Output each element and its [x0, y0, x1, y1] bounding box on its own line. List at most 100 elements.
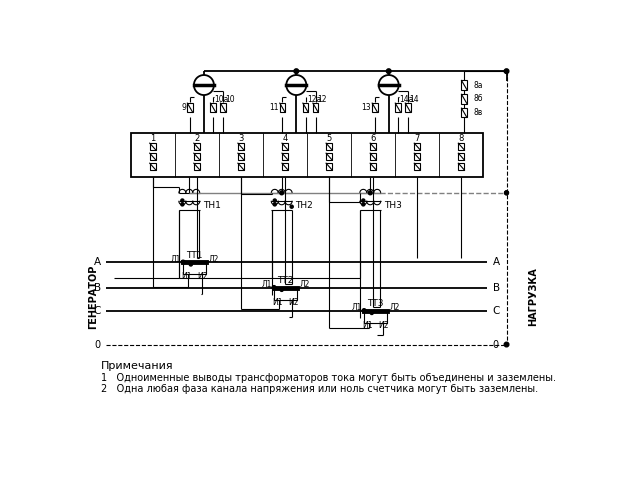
Bar — [458, 163, 465, 170]
Text: 6: 6 — [371, 134, 376, 143]
Bar — [370, 153, 376, 160]
Text: 10а: 10а — [215, 95, 229, 104]
Text: 1   Одноименные выводы трансформаторов тока могут быть объединены и заземлены.: 1 Одноименные выводы трансформаторов ток… — [101, 373, 556, 383]
Bar — [364, 311, 387, 323]
Text: Л2: Л2 — [299, 280, 310, 289]
Bar — [274, 287, 297, 300]
Bar — [461, 108, 467, 117]
Text: B: B — [492, 283, 500, 292]
Text: И2: И2 — [378, 321, 389, 330]
Bar — [220, 103, 226, 112]
Bar — [194, 143, 200, 150]
Text: 3: 3 — [238, 134, 243, 143]
Circle shape — [280, 288, 283, 291]
Circle shape — [370, 311, 373, 315]
Bar — [461, 80, 467, 90]
Text: 11: 11 — [269, 103, 279, 112]
Text: 9: 9 — [181, 103, 186, 112]
Bar — [326, 143, 332, 150]
Bar — [414, 153, 420, 160]
Bar — [194, 163, 200, 170]
Text: 8б: 8б — [473, 94, 483, 104]
Text: 8: 8 — [459, 134, 464, 143]
Text: Л1: Л1 — [170, 255, 181, 264]
Text: 12а: 12а — [307, 95, 321, 104]
Bar — [211, 103, 216, 112]
Text: A: A — [94, 257, 101, 267]
Circle shape — [189, 263, 193, 266]
Text: И2: И2 — [288, 298, 299, 307]
Circle shape — [362, 203, 365, 206]
Text: Примечания: Примечания — [101, 361, 173, 371]
Text: 1: 1 — [150, 134, 155, 143]
Circle shape — [362, 309, 366, 313]
Bar — [238, 143, 244, 150]
Bar — [280, 103, 285, 112]
Text: 8в: 8в — [473, 108, 483, 117]
Text: ТТ1: ТТ1 — [186, 251, 203, 260]
Bar — [313, 103, 318, 112]
Bar — [282, 143, 288, 150]
Text: C: C — [93, 305, 101, 316]
Circle shape — [290, 205, 293, 208]
Text: 10: 10 — [225, 95, 234, 104]
Text: A: A — [492, 257, 500, 267]
Text: 14а: 14а — [399, 95, 414, 104]
Circle shape — [181, 199, 184, 202]
Bar — [238, 153, 244, 160]
Bar — [458, 153, 465, 160]
Bar — [303, 103, 308, 112]
Text: 2   Одна любая фаза канала напряжения или ноль счетчика могут быть заземлены.: 2 Одна любая фаза канала напряжения или … — [101, 384, 538, 394]
Bar — [150, 163, 156, 170]
Circle shape — [181, 203, 184, 206]
Text: Л2: Л2 — [389, 303, 400, 312]
Text: ТТ3: ТТ3 — [368, 299, 384, 308]
Text: B: B — [94, 283, 101, 292]
Circle shape — [280, 191, 284, 195]
Text: 0: 0 — [94, 339, 101, 349]
Text: 4: 4 — [283, 134, 288, 143]
Bar — [461, 94, 467, 104]
Text: Л1: Л1 — [351, 303, 362, 312]
Bar — [370, 143, 376, 150]
Bar — [326, 153, 332, 160]
Text: 14: 14 — [409, 95, 419, 104]
Text: И2: И2 — [197, 272, 207, 281]
Text: И1: И1 — [363, 321, 373, 330]
Text: ТН1: ТН1 — [203, 201, 221, 210]
Circle shape — [504, 69, 509, 74]
Bar — [406, 103, 410, 112]
Text: C: C — [492, 305, 500, 316]
Text: ГЕНЕРАТОР: ГЕНЕРАТОР — [88, 265, 98, 329]
Circle shape — [273, 199, 276, 202]
Text: Л1: Л1 — [261, 280, 271, 289]
Text: ТТ2: ТТ2 — [278, 276, 294, 285]
Circle shape — [272, 286, 276, 289]
Bar — [238, 163, 244, 170]
Text: НАГРУЗКА: НАГРУЗКА — [528, 267, 538, 326]
Text: Л2: Л2 — [209, 255, 219, 264]
Bar — [150, 143, 156, 150]
Bar — [131, 133, 483, 178]
Text: 5: 5 — [327, 134, 332, 143]
Circle shape — [505, 191, 509, 195]
Text: ТН2: ТН2 — [296, 201, 314, 210]
Circle shape — [181, 260, 185, 264]
Bar — [282, 153, 288, 160]
Bar — [458, 143, 465, 150]
Circle shape — [368, 191, 372, 195]
Text: 7: 7 — [415, 134, 420, 143]
Bar — [188, 103, 193, 112]
Circle shape — [362, 199, 365, 202]
Bar — [414, 143, 420, 150]
Circle shape — [294, 69, 299, 74]
Text: И1: И1 — [182, 272, 193, 281]
Text: 0: 0 — [492, 339, 499, 349]
Bar — [370, 163, 376, 170]
Circle shape — [273, 203, 276, 206]
Bar — [282, 163, 288, 170]
Text: 2: 2 — [194, 134, 199, 143]
Bar — [150, 153, 156, 160]
Text: ТН3: ТН3 — [384, 201, 402, 210]
Circle shape — [505, 191, 509, 195]
